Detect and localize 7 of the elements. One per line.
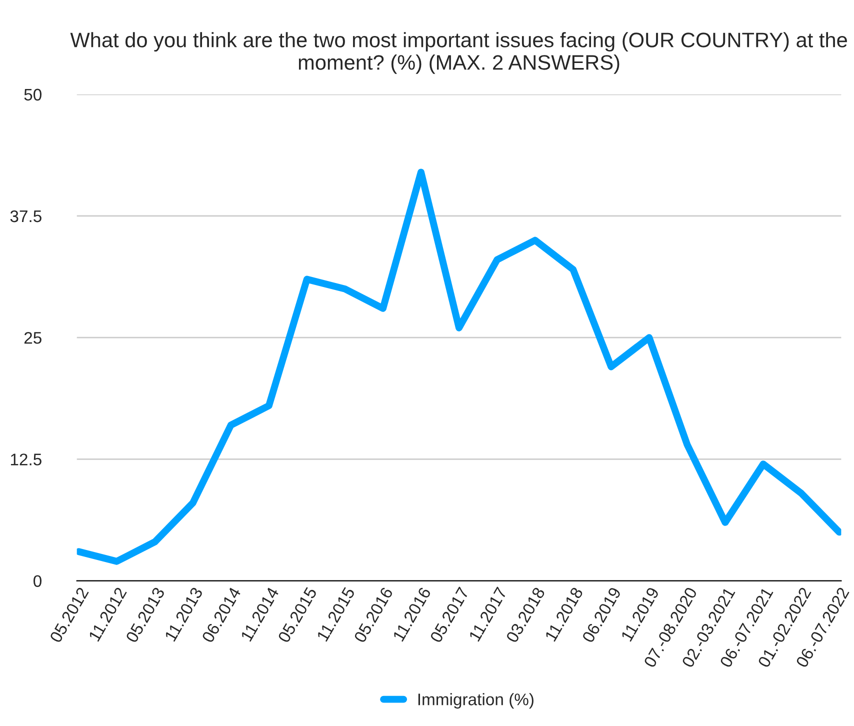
chart-title: What do you think are the two most important issues facing (OUR COUNTRY) at the moment? (%) (MAX. 2 ANSWERS) — [70, 32, 847, 74]
y-tick-label: 0 — [34, 575, 42, 588]
legend-label: Immigration (%) — [418, 693, 534, 709]
y-tick-label: 50 — [24, 88, 42, 101]
y-tick-label: 25 — [24, 332, 42, 344]
y-tick-label: 12.5 — [10, 454, 42, 466]
y-tick-label: 37.5 — [10, 210, 42, 222]
